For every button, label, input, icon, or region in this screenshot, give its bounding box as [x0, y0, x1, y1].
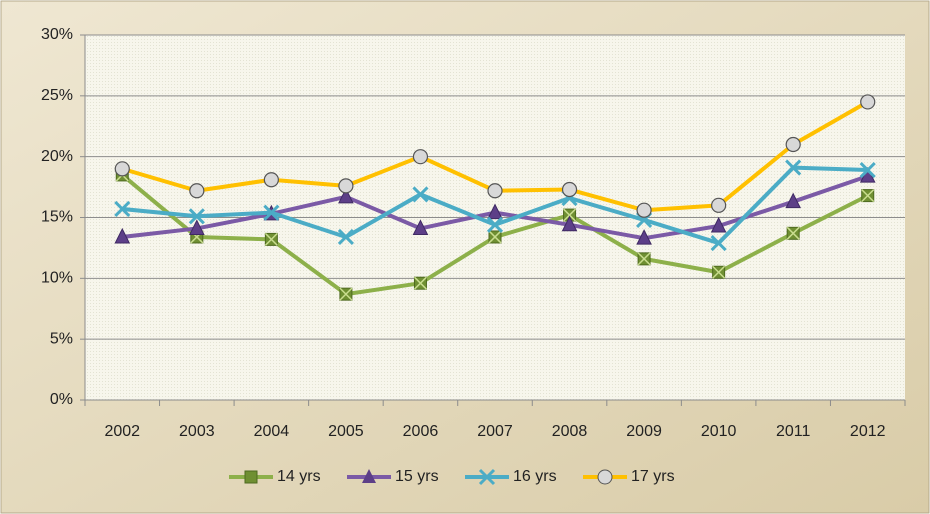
- marker: [413, 276, 427, 290]
- marker: [114, 161, 130, 177]
- legend-item: 15 yrs: [347, 468, 439, 485]
- marker: [860, 94, 876, 110]
- marker: [785, 159, 802, 176]
- x-tick-label: 2004: [254, 423, 290, 440]
- x-tick-label: 2005: [328, 423, 364, 440]
- marker: [339, 287, 353, 301]
- y-tick-label: 5%: [50, 330, 73, 347]
- marker: [263, 204, 280, 221]
- y-tick-label: 15%: [41, 209, 73, 226]
- legend-marker: [597, 469, 613, 485]
- marker: [486, 216, 504, 233]
- legend-item: 16 yrs: [465, 468, 557, 485]
- marker: [859, 161, 876, 179]
- marker: [561, 215, 578, 232]
- series: [114, 94, 876, 218]
- legend-item: 17 yrs: [583, 468, 675, 485]
- y-tick-label: 30%: [41, 26, 73, 43]
- marker: [263, 172, 279, 188]
- marker: [785, 192, 801, 209]
- marker: [636, 229, 652, 245]
- x-tick-label: 2008: [552, 423, 588, 440]
- legend-tri: [362, 469, 376, 483]
- marker-x: [637, 252, 651, 266]
- marker: [114, 227, 131, 244]
- legend-label: 17 yrs: [631, 468, 675, 485]
- x-tick-label: 2007: [477, 423, 513, 440]
- marker-x: [339, 287, 353, 301]
- marker: [488, 230, 502, 244]
- legend-label: 14 yrs: [277, 468, 321, 485]
- marker: [338, 178, 354, 194]
- marker: [861, 189, 875, 203]
- x-tick-label: 2003: [179, 423, 215, 440]
- y-tick-label: 20%: [41, 148, 73, 165]
- marker: [487, 183, 503, 199]
- x-tick-label: 2009: [626, 423, 662, 440]
- legend-marker: [362, 469, 376, 483]
- marker: [264, 232, 278, 246]
- legend-cross: [478, 468, 496, 486]
- marker-x: [488, 230, 502, 244]
- marker: [412, 219, 429, 235]
- x-tick-label: 2011: [776, 423, 811, 440]
- x-tick-label: 2012: [850, 423, 886, 440]
- series: [114, 159, 876, 252]
- marker: [188, 208, 205, 225]
- marker: [487, 203, 503, 220]
- legend-circle: [597, 469, 613, 485]
- marker: [338, 187, 354, 204]
- marker-x: [786, 226, 800, 240]
- marker: [561, 181, 578, 198]
- x-tick-label: 2006: [403, 423, 439, 440]
- legend-marker: [478, 468, 496, 486]
- marker: [636, 202, 652, 218]
- marker-x: [563, 208, 577, 222]
- marker: [785, 136, 801, 153]
- y-tick-label: 25%: [41, 87, 73, 104]
- marker: [712, 265, 726, 279]
- marker: [710, 216, 727, 233]
- legend-item: 14 yrs: [229, 468, 321, 485]
- y-tick-label: 0%: [50, 391, 73, 408]
- legend-label: 15 yrs: [395, 468, 439, 485]
- marker-x: [413, 276, 427, 290]
- marker: [412, 186, 429, 203]
- marker: [337, 228, 354, 246]
- legend-label: 16 yrs: [513, 468, 557, 485]
- marker: [637, 252, 651, 266]
- marker: [114, 200, 131, 218]
- x-tick-label: 2010: [701, 423, 737, 440]
- marker-x: [264, 232, 278, 246]
- y-tick-label: 10%: [41, 270, 73, 287]
- marker: [189, 219, 205, 235]
- legend-box: [244, 470, 258, 484]
- legend-marker: [244, 470, 258, 484]
- marker-x: [861, 189, 875, 203]
- marker: [189, 183, 205, 199]
- marker: [412, 149, 429, 165]
- marker-x: [712, 265, 726, 279]
- marker: [710, 234, 727, 252]
- marker: [786, 226, 800, 240]
- marker: [711, 197, 727, 213]
- x-tick-label: 2002: [104, 423, 140, 440]
